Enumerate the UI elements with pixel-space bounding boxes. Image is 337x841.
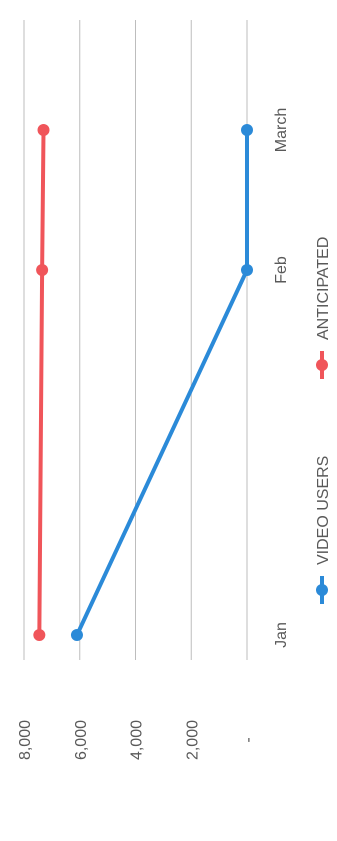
gridlines — [23, 20, 248, 660]
series-line — [74, 128, 249, 637]
x-axis-tick-labels: Jan Feb March — [273, 108, 290, 648]
legend-label: ANTICIPATED — [315, 237, 332, 340]
x-tick-label: Feb — [273, 256, 290, 284]
series-line — [37, 128, 46, 637]
data-point — [33, 629, 46, 641]
series-layer — [33, 124, 253, 641]
y-tick-label: - — [240, 737, 257, 742]
data-point — [241, 264, 253, 276]
series-anticipated — [33, 124, 50, 641]
data-point — [37, 124, 50, 136]
x-tick-label: Jan — [273, 622, 290, 648]
data-point — [241, 124, 253, 136]
y-tick-label: 2,000 — [184, 720, 201, 760]
y-axis-tick-labels: - 2,000 4,000 6,000 8,000 — [17, 720, 257, 760]
legend-swatch-marker — [316, 359, 328, 371]
data-point — [36, 264, 49, 276]
y-tick-label: 4,000 — [129, 720, 146, 760]
legend-item: VIDEO USERS — [315, 456, 332, 604]
legend-item: ANTICIPATED — [315, 237, 332, 379]
legend-label: VIDEO USERS — [315, 456, 332, 565]
y-tick-label: 6,000 — [73, 720, 90, 760]
data-point — [70, 629, 83, 641]
y-tick-label: 8,000 — [17, 720, 34, 760]
series-video-users — [70, 124, 253, 641]
legend-swatch-marker — [316, 584, 328, 596]
legend: VIDEO USERS ANTICIPATED — [315, 237, 332, 604]
x-tick-label: March — [273, 108, 290, 152]
